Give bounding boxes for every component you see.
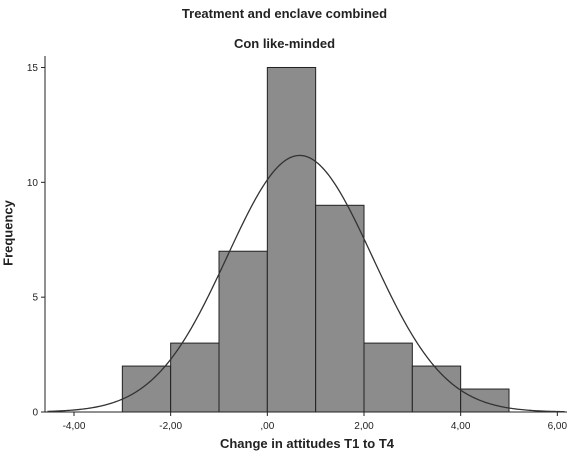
x-tick-label: 2,00 (354, 421, 374, 432)
normal-curve (47, 154, 565, 413)
x-tick-label: 6,00 (548, 421, 568, 432)
histogram-bar (460, 388, 510, 413)
histogram-bar (411, 365, 462, 413)
histogram-bar (363, 342, 413, 413)
y-tick-label: 10 (27, 178, 39, 189)
x-tick-label: ,00 (260, 421, 274, 432)
x-tick-label: -4,00 (63, 421, 86, 432)
y-tick-label: 5 (32, 293, 38, 304)
histogram-bar (218, 250, 268, 413)
y-tick-label: 0 (32, 408, 38, 419)
x-tick-label: -2,00 (159, 421, 182, 432)
chart-title: Treatment and enclave combined (181, 6, 388, 21)
histogram-bar (315, 204, 365, 413)
x-axis-label: Change in attitudes T1 to T4 (219, 436, 395, 451)
histogram-bar (121, 365, 172, 413)
x-tick-label: 4,00 (451, 421, 471, 432)
histogram-bar (170, 342, 220, 413)
chart-subtitle: Con like-minded (233, 36, 336, 51)
y-tick-label: 15 (27, 63, 39, 74)
histogram-bar (266, 66, 317, 413)
y-axis-label: Frequency (0, 200, 16, 266)
